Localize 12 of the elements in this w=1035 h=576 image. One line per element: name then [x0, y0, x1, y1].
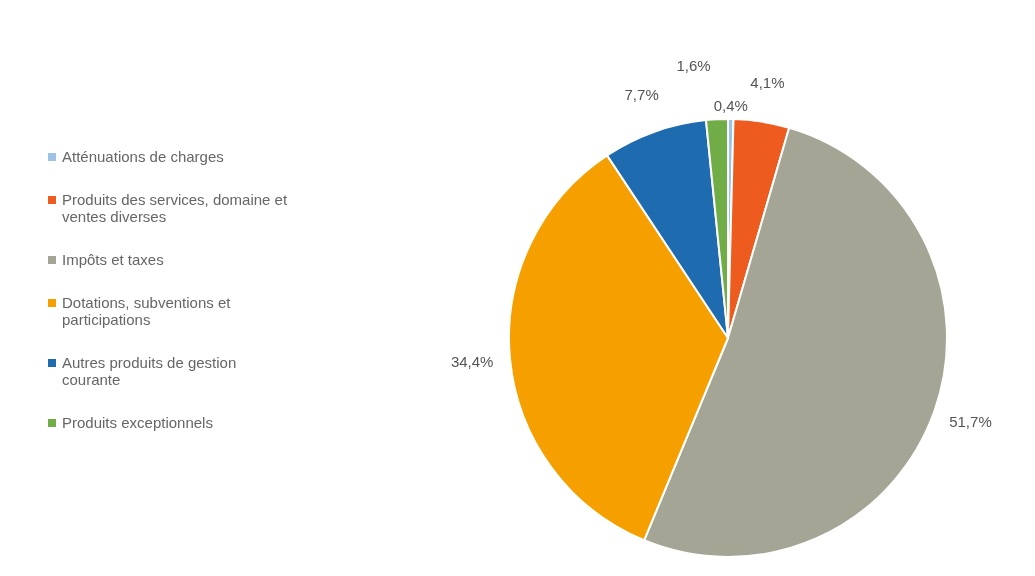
legend-label: Atténuations de charges — [62, 148, 224, 165]
data-label: 7,7% — [624, 86, 659, 104]
legend-label: Impôts et taxes — [62, 251, 164, 268]
data-label: 34,4% — [450, 352, 494, 370]
data-label: 0,4% — [713, 97, 748, 115]
data-label: 4,1% — [750, 74, 785, 92]
legend-label: Produits exceptionnels — [62, 414, 213, 431]
legend-label: Dotations, subventions et participations — [62, 294, 232, 328]
data-label: 51,7% — [949, 413, 992, 431]
data-label: 1,6% — [676, 57, 711, 75]
legend-label: Produits des services, domaine et ventes diverses — [62, 191, 289, 225]
legend-label: Autres produits de gestion courante — [62, 354, 238, 388]
